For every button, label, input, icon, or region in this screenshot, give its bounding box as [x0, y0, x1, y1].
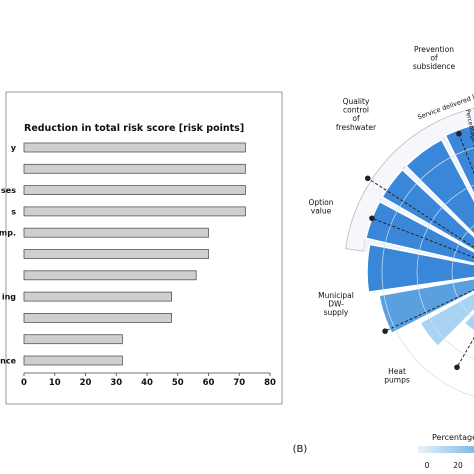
indicator-dot: [456, 131, 462, 137]
radial-bar: [366, 243, 474, 294]
legend-title: Percentage: [432, 433, 474, 442]
legend-tick-label: 0: [425, 461, 430, 470]
radial-bar: [364, 200, 474, 264]
category-label: Option: [308, 198, 333, 207]
legend-colorbar: [418, 446, 474, 453]
bar: [23, 312, 173, 323]
radial-bar: [378, 277, 474, 335]
panel-b-label: (B): [293, 444, 308, 455]
category-label: Municipal: [318, 291, 354, 300]
grid-circle: [381, 147, 474, 397]
bar: [23, 227, 209, 238]
category-label: freshwater: [336, 123, 377, 132]
indicator-line: [456, 336, 474, 368]
x-tick-label: 60: [203, 378, 215, 388]
bar: [23, 270, 197, 281]
radial-bar: [404, 138, 474, 236]
indicator-dot: [454, 364, 460, 371]
x-tick-label: 70: [233, 378, 245, 388]
bar: [23, 142, 246, 153]
x-tick-label: 50: [172, 378, 184, 388]
bar-category-label: ence: [0, 357, 17, 366]
bar: [23, 334, 123, 345]
inner-ring-text: Percentage of: [464, 109, 474, 152]
bar: [23, 185, 246, 196]
category-label: pumps: [384, 376, 410, 385]
bar-category-label: y: [11, 144, 17, 153]
category-label: subsidence: [413, 62, 456, 71]
bar: [23, 163, 246, 174]
indicator-dot: [364, 175, 371, 182]
category-label: DW-: [328, 300, 344, 309]
radial-bar: [419, 292, 474, 348]
category-label: Heat: [388, 367, 406, 376]
bar-category-label: s: [11, 207, 16, 216]
indicator-line: [371, 217, 474, 258]
category-label: control: [343, 106, 369, 115]
x-tick-label: 10: [49, 378, 61, 388]
radial-bar: [381, 168, 474, 251]
bar-category-label: ses: [1, 186, 16, 195]
category-label: Quality: [343, 97, 370, 106]
x-tick-label: 40: [141, 378, 153, 388]
indicator-line: [458, 133, 474, 175]
bar: [23, 206, 246, 217]
category-label: Prevention: [414, 45, 454, 54]
category-label: supply: [324, 308, 349, 317]
bar: [23, 355, 123, 366]
bar-category-label: mp.: [0, 229, 16, 238]
bar-category-label: ing: [2, 293, 16, 302]
indicator-line: [384, 289, 474, 332]
grid-circle: [416, 184, 474, 360]
bar: [23, 291, 173, 302]
grid-circle: [451, 225, 474, 319]
indicator-dot: [369, 215, 375, 222]
panel-a-frame: [5, 91, 283, 405]
radial-bar: [444, 124, 474, 196]
panel-a-title: Reduction in total risk score [risk poin…: [24, 123, 244, 134]
x-tick-label: 30: [110, 378, 122, 388]
x-tick-label: 80: [264, 378, 276, 388]
bar: [23, 249, 209, 259]
x-tick-label: 0: [21, 378, 27, 388]
indicator-dot: [382, 328, 388, 334]
category-label: value: [311, 207, 332, 216]
legend-tick-label: 20: [453, 461, 463, 470]
category-label: of: [352, 114, 360, 123]
category-label: of: [430, 54, 438, 63]
x-tick-label: 20: [80, 378, 92, 388]
